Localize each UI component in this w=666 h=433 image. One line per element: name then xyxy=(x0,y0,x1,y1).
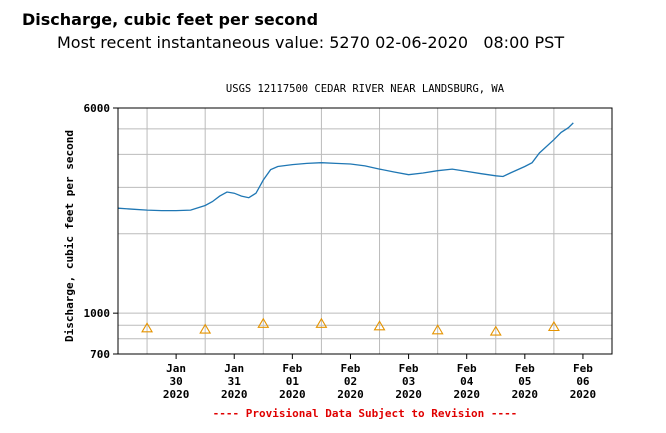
x-tick-label: Feb xyxy=(457,362,477,375)
median-marker xyxy=(373,320,386,331)
x-axis-ticks: Jan302020Jan312020Feb012020Feb022020Feb0… xyxy=(163,354,596,401)
discharge-line xyxy=(117,122,574,212)
page-title: Discharge, cubic feet per second xyxy=(22,10,319,29)
median-marker xyxy=(141,322,154,333)
grid-lines xyxy=(118,108,612,354)
x-tick-label: 2020 xyxy=(163,388,190,401)
median-marker xyxy=(257,317,270,328)
x-tick-label: 2020 xyxy=(570,388,597,401)
median-marker xyxy=(199,323,212,334)
x-tick-label: 2020 xyxy=(512,388,539,401)
x-tick-label: 05 xyxy=(518,375,531,388)
x-tick-label: Feb xyxy=(282,362,302,375)
median-marker xyxy=(315,317,328,328)
provisional-footnote: ---- Provisional Data Subject to Revisio… xyxy=(213,407,518,420)
x-tick-label: 30 xyxy=(169,375,182,388)
x-tick-label: Feb xyxy=(573,362,593,375)
x-tick-label: 2020 xyxy=(221,388,248,401)
x-tick-label: 03 xyxy=(402,375,415,388)
x-tick-label: Jan xyxy=(224,362,244,375)
plot-frame xyxy=(117,107,613,355)
x-tick-label: 2020 xyxy=(453,388,480,401)
x-tick-label: Jan xyxy=(166,362,186,375)
x-tick-label: 2020 xyxy=(395,388,422,401)
x-tick-label: 2020 xyxy=(337,388,364,401)
y-tick-label: 700 xyxy=(90,348,110,361)
median-marker xyxy=(489,325,502,336)
y-tick-label: 1000 xyxy=(84,307,111,320)
recent-value-label: Most recent instantaneous value: xyxy=(57,33,325,52)
x-tick-label: Feb xyxy=(515,362,535,375)
x-tick-label: 2020 xyxy=(279,388,306,401)
data-layer xyxy=(117,122,574,336)
y-axis-label: Discharge, cubic feet per second xyxy=(63,130,76,342)
recent-value: 5270 xyxy=(329,33,370,52)
x-tick-label: Feb xyxy=(341,362,361,375)
x-tick-label: 06 xyxy=(576,375,590,388)
x-tick-label: 01 xyxy=(286,375,300,388)
recent-date: 02-06-2020 xyxy=(375,33,469,52)
x-tick-label: Feb xyxy=(399,362,419,375)
y-axis-ticks: 700 1000 6000 xyxy=(84,102,118,361)
chart-title: USGS 12117500 CEDAR RIVER NEAR LANDSBURG… xyxy=(226,83,505,95)
x-tick-label: 04 xyxy=(460,375,474,388)
median-marker xyxy=(547,320,560,332)
median-marker xyxy=(431,324,444,335)
x-tick-label: 31 xyxy=(228,375,242,388)
recent-value-line: Most recent instantaneous value: 5270 02… xyxy=(57,33,564,52)
y-tick-label: 6000 xyxy=(84,102,111,115)
x-tick-label: 02 xyxy=(344,375,357,388)
recent-time: 08:00 PST xyxy=(483,33,565,52)
